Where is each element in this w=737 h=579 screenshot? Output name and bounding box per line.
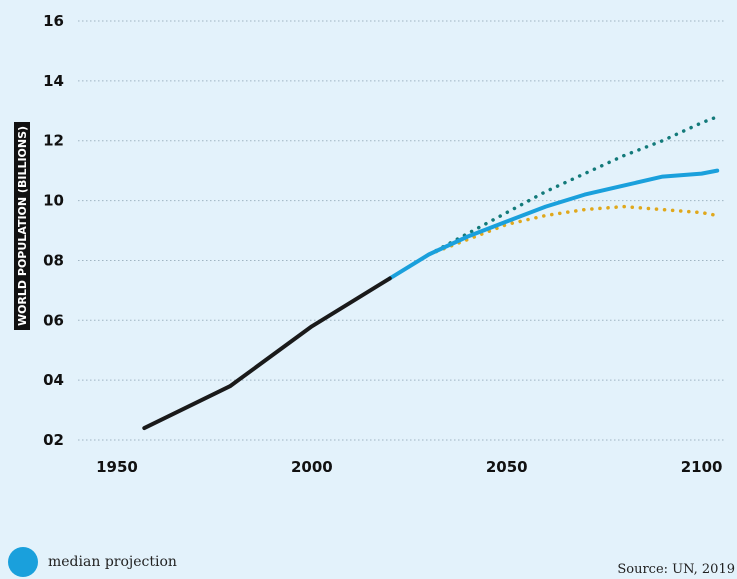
y-tick-label: 16 <box>43 12 64 30</box>
grid <box>78 20 725 441</box>
y-tick-label: 10 <box>43 192 64 210</box>
x-tick-label: 2050 <box>486 458 528 476</box>
source-note: Source: UN, 2019 <box>617 562 735 577</box>
y-axis-label-text: WORLD POPULATION (BILLIONS) <box>16 126 29 326</box>
legend-label: median projection <box>48 554 177 570</box>
x-tick-label: 1950 <box>96 458 138 476</box>
legend: median projection <box>8 547 177 577</box>
y-tick-label: 04 <box>43 371 64 389</box>
x-axis: 1950 2000 2050 2100 <box>96 458 722 476</box>
series <box>142 115 720 431</box>
y-axis-label: WORLD POPULATION (BILLIONS) <box>14 122 30 330</box>
y-axis-label-background <box>14 122 30 330</box>
y-tick-label: 14 <box>43 72 64 90</box>
x-tick-label: 2100 <box>681 458 723 476</box>
x-tick-label: 2000 <box>291 458 333 476</box>
series-line-median <box>387 168 720 281</box>
series-line-low <box>427 204 719 257</box>
y-tick-label: 06 <box>43 311 64 329</box>
y-tick-label: 02 <box>43 431 64 449</box>
series-line-historical <box>142 276 392 431</box>
legend-swatch <box>8 547 38 577</box>
y-axis: 02 04 06 08 10 12 14 16 <box>43 12 64 449</box>
y-tick-label: 08 <box>43 251 64 269</box>
y-tick-label: 12 <box>43 132 64 150</box>
